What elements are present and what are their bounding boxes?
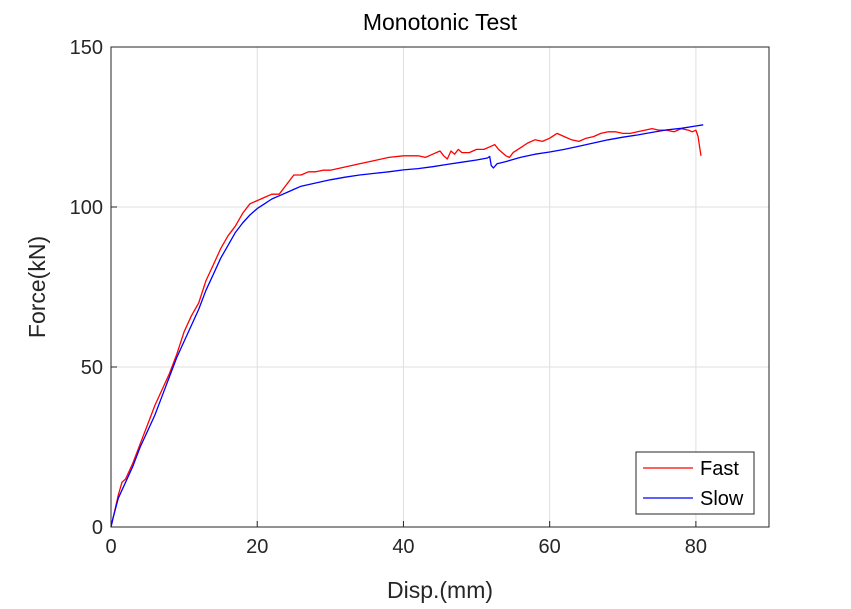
x-tick-label: 0	[105, 536, 116, 558]
x-tick-label: 20	[246, 536, 268, 558]
y-axis-label: Force(kN)	[24, 236, 50, 338]
x-tick-label: 60	[539, 536, 561, 558]
y-tick-label: 50	[81, 357, 103, 379]
y-tick-label: 100	[70, 197, 103, 219]
x-tick-label: 40	[392, 536, 414, 558]
x-tick-label: 80	[685, 536, 707, 558]
chart-title: Monotonic Test	[363, 9, 518, 35]
legend: Fast Slow	[635, 451, 755, 515]
legend-box	[635, 451, 755, 515]
y-tick-label: 0	[92, 517, 103, 539]
x-axis-label: Disp.(mm)	[387, 577, 493, 603]
grid	[111, 47, 769, 527]
legend-label-slow: Slow	[700, 488, 744, 510]
y-tick-label: 150	[70, 37, 103, 59]
series-line-fast	[110, 127, 702, 528]
series-layer	[110, 124, 704, 528]
legend-label-fast: Fast	[700, 458, 739, 480]
series-line-slow	[110, 124, 704, 528]
plot-frame	[110, 46, 770, 528]
ticks: 0 20 40 60 80 0 50 100 150	[70, 37, 707, 558]
